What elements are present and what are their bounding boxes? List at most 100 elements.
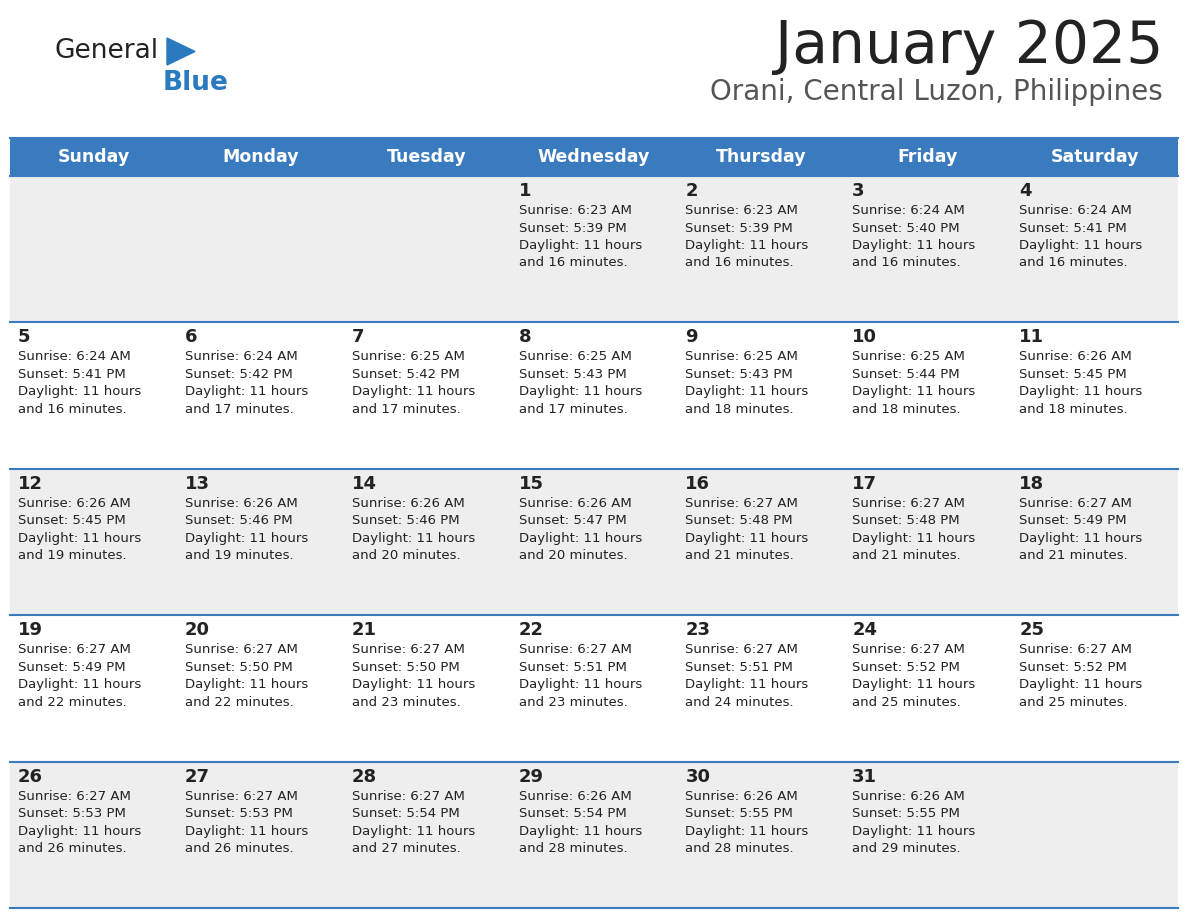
Text: Orani, Central Luzon, Philippines: Orani, Central Luzon, Philippines [710,78,1163,106]
Text: 22: 22 [519,621,544,639]
Text: Sunrise: 6:24 AM: Sunrise: 6:24 AM [1019,204,1132,217]
Bar [177,138,343,176]
Text: and 29 minutes.: and 29 minutes. [852,842,961,855]
Text: Sunrise: 6:25 AM: Sunrise: 6:25 AM [519,351,632,364]
Text: Daylight: 11 hours: Daylight: 11 hours [352,532,475,544]
Text: Sunrise: 6:26 AM: Sunrise: 6:26 AM [519,497,631,509]
Text: Daylight: 11 hours: Daylight: 11 hours [1019,386,1143,398]
Text: 3: 3 [852,182,865,200]
Text: and 26 minutes.: and 26 minutes. [185,842,293,855]
Text: Sunset: 5:52 PM: Sunset: 5:52 PM [1019,661,1127,674]
Text: 27: 27 [185,767,210,786]
Bar [845,615,1011,762]
Text: 25: 25 [1019,621,1044,639]
Text: and 25 minutes.: and 25 minutes. [1019,696,1127,709]
Text: Sunset: 5:42 PM: Sunset: 5:42 PM [185,368,292,381]
Text: 19: 19 [18,621,43,639]
Bar [511,138,677,176]
Text: Sunset: 5:52 PM: Sunset: 5:52 PM [852,661,960,674]
Text: and 22 minutes.: and 22 minutes. [185,696,293,709]
Text: Sunset: 5:51 PM: Sunset: 5:51 PM [685,661,794,674]
Text: and 18 minutes.: and 18 minutes. [1019,403,1127,416]
Text: Sunset: 5:48 PM: Sunset: 5:48 PM [852,514,960,527]
Text: Daylight: 11 hours: Daylight: 11 hours [185,824,308,837]
Text: 29: 29 [519,767,544,786]
Bar [1011,762,1178,908]
Text: Sunset: 5:44 PM: Sunset: 5:44 PM [852,368,960,381]
Text: 10: 10 [852,329,877,346]
Text: and 18 minutes.: and 18 minutes. [685,403,794,416]
Bar [511,615,677,762]
Text: Sunrise: 6:27 AM: Sunrise: 6:27 AM [185,644,298,656]
Bar [845,176,1011,322]
Text: Daylight: 11 hours: Daylight: 11 hours [1019,532,1143,544]
Bar [177,762,343,908]
Text: and 18 minutes.: and 18 minutes. [852,403,961,416]
Text: Sunrise: 6:25 AM: Sunrise: 6:25 AM [852,351,965,364]
Text: Sunset: 5:49 PM: Sunset: 5:49 PM [1019,514,1126,527]
Text: Daylight: 11 hours: Daylight: 11 hours [519,239,642,252]
Text: 13: 13 [185,475,210,493]
Text: and 20 minutes.: and 20 minutes. [519,549,627,563]
Bar [10,138,177,176]
Text: and 26 minutes.: and 26 minutes. [18,842,127,855]
Text: and 16 minutes.: and 16 minutes. [18,403,127,416]
Text: 14: 14 [352,475,377,493]
Text: and 17 minutes.: and 17 minutes. [352,403,461,416]
Bar [677,176,845,322]
Text: Daylight: 11 hours: Daylight: 11 hours [519,386,642,398]
Text: Daylight: 11 hours: Daylight: 11 hours [352,386,475,398]
Text: Sunrise: 6:26 AM: Sunrise: 6:26 AM [352,497,465,509]
Text: Sunrise: 6:27 AM: Sunrise: 6:27 AM [685,497,798,509]
Text: Daylight: 11 hours: Daylight: 11 hours [685,824,809,837]
Text: Sunrise: 6:27 AM: Sunrise: 6:27 AM [352,789,465,802]
Bar [677,469,845,615]
Text: Daylight: 11 hours: Daylight: 11 hours [18,824,141,837]
Bar [677,762,845,908]
Bar [677,322,845,469]
Text: Sunrise: 6:27 AM: Sunrise: 6:27 AM [685,644,798,656]
Text: Sunrise: 6:26 AM: Sunrise: 6:26 AM [185,497,298,509]
Text: Blue: Blue [163,70,229,96]
Text: Sunrise: 6:27 AM: Sunrise: 6:27 AM [1019,644,1132,656]
Text: Sunrise: 6:26 AM: Sunrise: 6:26 AM [1019,351,1132,364]
Bar [845,322,1011,469]
Text: Daylight: 11 hours: Daylight: 11 hours [185,386,308,398]
Text: General: General [55,38,159,64]
Text: Daylight: 11 hours: Daylight: 11 hours [685,532,809,544]
Text: Sunrise: 6:27 AM: Sunrise: 6:27 AM [18,789,131,802]
Text: Daylight: 11 hours: Daylight: 11 hours [852,386,975,398]
Bar [845,138,1011,176]
Text: Sunset: 5:46 PM: Sunset: 5:46 PM [185,514,292,527]
Text: and 21 minutes.: and 21 minutes. [852,549,961,563]
Bar [343,762,511,908]
Text: Daylight: 11 hours: Daylight: 11 hours [852,532,975,544]
Text: Sunset: 5:54 PM: Sunset: 5:54 PM [519,807,626,820]
Text: Sunrise: 6:24 AM: Sunrise: 6:24 AM [852,204,965,217]
Text: Sunset: 5:49 PM: Sunset: 5:49 PM [18,661,126,674]
Text: Daylight: 11 hours: Daylight: 11 hours [1019,678,1143,691]
Text: 18: 18 [1019,475,1044,493]
Text: 16: 16 [685,475,710,493]
Text: 9: 9 [685,329,697,346]
Text: Daylight: 11 hours: Daylight: 11 hours [685,239,809,252]
Text: Sunset: 5:48 PM: Sunset: 5:48 PM [685,514,794,527]
Bar [1011,469,1178,615]
Text: and 16 minutes.: and 16 minutes. [685,256,794,270]
Text: and 25 minutes.: and 25 minutes. [852,696,961,709]
Text: Sunset: 5:46 PM: Sunset: 5:46 PM [352,514,460,527]
Text: and 21 minutes.: and 21 minutes. [685,549,795,563]
Text: Daylight: 11 hours: Daylight: 11 hours [519,678,642,691]
Bar [10,322,177,469]
Text: Daylight: 11 hours: Daylight: 11 hours [352,824,475,837]
Bar [10,762,177,908]
Text: Sunset: 5:43 PM: Sunset: 5:43 PM [685,368,794,381]
Bar [10,176,177,322]
Text: Sunrise: 6:24 AM: Sunrise: 6:24 AM [185,351,298,364]
Text: Sunset: 5:53 PM: Sunset: 5:53 PM [18,807,126,820]
Bar [1011,322,1178,469]
Bar [1011,138,1178,176]
Text: Daylight: 11 hours: Daylight: 11 hours [18,386,141,398]
Text: and 21 minutes.: and 21 minutes. [1019,549,1127,563]
Bar [677,138,845,176]
